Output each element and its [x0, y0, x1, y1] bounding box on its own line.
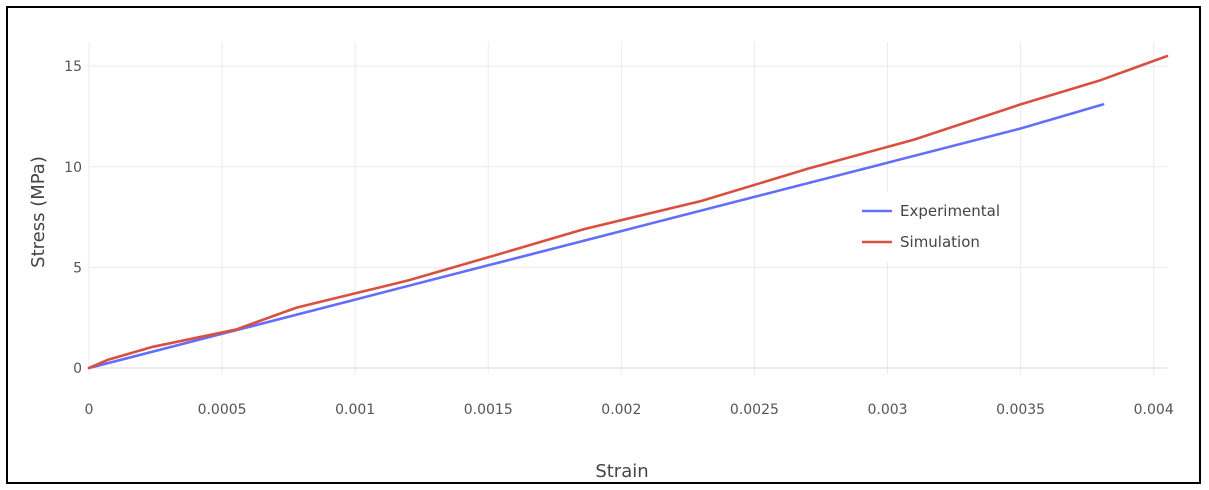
- y-tick-label: 0: [73, 361, 82, 377]
- y-axis-title: Stress (MPa): [28, 156, 49, 268]
- series-lines: [87, 54, 1169, 370]
- x-tick-label: 0.004: [1134, 402, 1174, 418]
- x-tick-label: 0.0035: [996, 402, 1045, 418]
- y-tick-label: 15: [64, 59, 82, 75]
- x-axis-ticks: 0 0.0005 0.001 0.0015 0.002 0.0025 0.003 0.0035…: [85, 402, 1174, 418]
- legend-label-experimental[interactable]: Experimental: [900, 202, 1000, 220]
- x-tick-label: 0.002: [601, 402, 641, 418]
- x-tick-label: 0.0005: [198, 402, 247, 418]
- x-tick-label: 0.003: [867, 402, 907, 418]
- line-chart: 0 0.0005 0.001 0.0015 0.002 0.0025 0.003 0.0035…: [28, 42, 1174, 482]
- grid: [88, 42, 1167, 374]
- series-line-simulation: [87, 54, 1169, 370]
- x-tick-label: 0.001: [335, 402, 375, 418]
- y-tick-label: 5: [73, 260, 82, 276]
- x-axis-title: Strain: [595, 461, 648, 482]
- x-tick-label: 0: [85, 402, 94, 418]
- legend-background: [854, 192, 1014, 262]
- chart-frame: 0 0.0005 0.001 0.0015 0.002 0.0025 0.003 0.0035…: [6, 6, 1201, 484]
- x-tick-label: 0.0025: [730, 402, 779, 418]
- y-axis-ticks: 0 5 10 15: [64, 59, 82, 377]
- x-tick-label: 0.0015: [464, 402, 513, 418]
- legend-label-simulation[interactable]: Simulation: [900, 233, 980, 251]
- series-line-experimental: [87, 103, 1105, 370]
- y-tick-label: 10: [64, 160, 82, 176]
- legend[interactable]: Experimental Simulation: [854, 192, 1014, 262]
